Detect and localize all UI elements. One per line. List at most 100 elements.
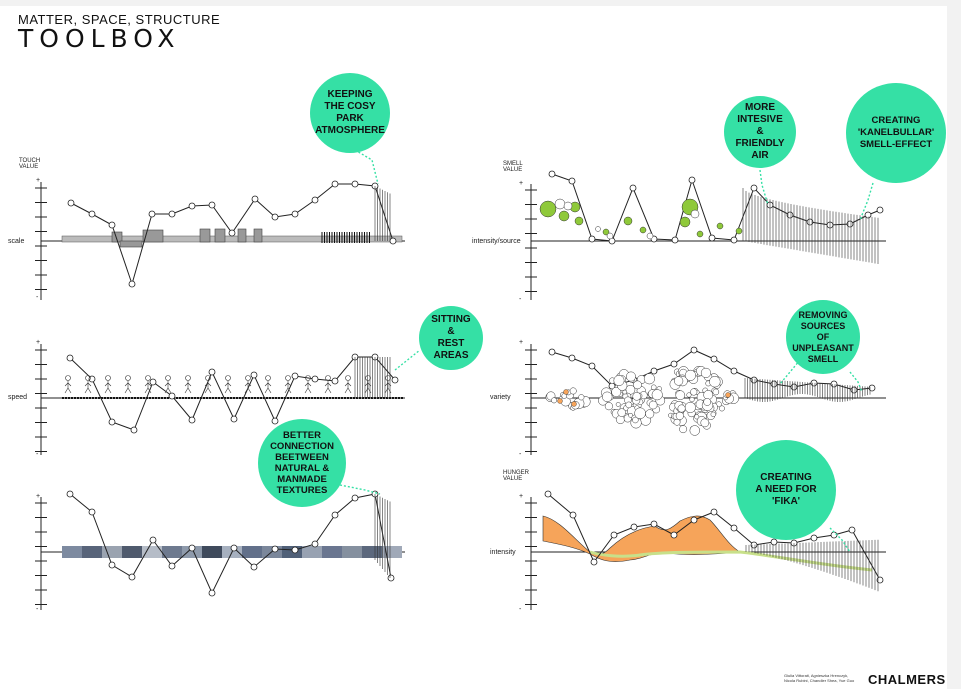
variety-cluster-circle xyxy=(684,401,696,413)
variety-cluster-circle xyxy=(689,425,700,436)
speed-minus: - xyxy=(36,451,39,458)
hunger-point xyxy=(630,523,638,531)
walker-head xyxy=(305,375,311,381)
hunger-minus: - xyxy=(519,606,522,613)
walker-body xyxy=(264,381,272,394)
hunger-point xyxy=(876,576,884,584)
speed-point xyxy=(168,392,176,400)
smell-source-circle xyxy=(735,227,743,235)
walker-head xyxy=(165,375,171,381)
walker-head xyxy=(185,375,191,381)
smell-point xyxy=(548,170,556,178)
walker-head xyxy=(245,375,251,381)
variety-accent-dot xyxy=(557,398,563,404)
speed-point xyxy=(230,415,238,423)
smell-point xyxy=(588,235,596,243)
bubble-sitting-rest-areas: SITTING & REST AREAS xyxy=(419,306,483,370)
variety-point xyxy=(730,367,738,375)
variety-point xyxy=(710,355,718,363)
walker-head xyxy=(145,375,151,381)
smell-point xyxy=(671,236,679,244)
page-edge-right xyxy=(947,0,961,689)
smell-point xyxy=(568,177,576,185)
touch-plus: + xyxy=(36,177,41,184)
variety-point xyxy=(690,346,698,354)
variety-point xyxy=(790,383,798,391)
smell-source-circle xyxy=(539,200,557,218)
variety-cluster-circle xyxy=(622,389,628,395)
smell-point xyxy=(876,206,884,214)
touch-point xyxy=(128,280,136,288)
touch-point xyxy=(251,195,259,203)
hunger-orange-area xyxy=(542,515,741,562)
texture-photo-tile xyxy=(142,546,162,558)
credits-text: Giulia Vittorati, Agnieszka Hrenczyk, Ni… xyxy=(784,673,855,683)
smell-point xyxy=(730,236,738,244)
touch-value-label: TOUCH VALUE xyxy=(19,158,41,170)
textures-point xyxy=(149,536,157,544)
hunger-point xyxy=(770,538,778,546)
variety-point xyxy=(830,380,838,388)
texture-photo-tile xyxy=(62,546,82,558)
touch-point xyxy=(168,210,176,218)
walker-head xyxy=(65,375,71,381)
speed-plus: + xyxy=(36,339,41,346)
touch-connector xyxy=(354,149,379,185)
variety-cluster-circle xyxy=(643,373,655,385)
hunger-point xyxy=(569,511,577,519)
variety-point xyxy=(588,362,596,370)
chalmers-logo: CHALMERS xyxy=(868,672,946,687)
variety-point xyxy=(770,380,778,388)
variety-cluster-circle xyxy=(694,414,700,420)
speed-point xyxy=(271,417,279,425)
bubble-better-connection: BETTER CONNECTION BEETWEEN NATURAL & MAN… xyxy=(258,419,346,507)
touch-point xyxy=(148,210,156,218)
variety-cluster-circle xyxy=(650,384,657,391)
textures-point xyxy=(331,511,339,519)
variety-accent-dot xyxy=(563,389,569,395)
textures-point xyxy=(108,561,116,569)
speed-point xyxy=(108,418,116,426)
bubble-kanelbullar-effect: CREATING 'KANELBULLAR' SMELL-EFFECT xyxy=(846,83,946,183)
textures-connector xyxy=(339,484,381,495)
walker-body xyxy=(64,381,72,394)
textures-point xyxy=(188,544,196,552)
variety-cluster-circle xyxy=(673,418,681,426)
smell-point xyxy=(786,211,794,219)
walker-head xyxy=(385,375,391,381)
variety-cluster-circle xyxy=(648,400,658,410)
variety-cluster-circle xyxy=(633,380,642,390)
speed-point xyxy=(66,354,74,362)
walker-body xyxy=(144,381,152,394)
textures-point xyxy=(66,490,74,498)
smell-empty-circle xyxy=(595,226,601,232)
walker-body xyxy=(84,381,92,394)
textures-plus: + xyxy=(36,493,41,500)
variety-cluster-circle xyxy=(578,394,585,401)
variety-cluster-circle xyxy=(712,388,720,396)
variety-cluster-circle xyxy=(651,389,663,401)
smell-point xyxy=(864,211,872,219)
smell-empty-circle xyxy=(646,232,654,240)
speed-point xyxy=(130,426,138,434)
texture-photo-tile xyxy=(242,546,262,558)
touch-point xyxy=(67,199,75,207)
variety-point xyxy=(750,376,758,384)
walker-body xyxy=(284,381,292,394)
walker-head xyxy=(225,375,231,381)
variety-cluster-circle xyxy=(689,397,695,403)
smell-source-circle xyxy=(679,216,691,228)
variety-cluster-circle xyxy=(625,401,633,409)
hunger-connector xyxy=(829,527,851,553)
touch-point xyxy=(208,201,216,209)
bubble-more-intensive-air: MORE INTESIVE & FRIENDLY AIR xyxy=(724,96,796,168)
variety-point xyxy=(548,348,556,356)
variety-point xyxy=(810,379,818,387)
smell-connector xyxy=(859,182,874,221)
touch-texture-block xyxy=(119,240,143,248)
speed-point xyxy=(311,375,319,383)
smell-empty-circle xyxy=(554,198,566,210)
hunger-point xyxy=(848,526,856,534)
variety-cluster-circle xyxy=(703,390,714,400)
textures-point xyxy=(271,545,279,553)
